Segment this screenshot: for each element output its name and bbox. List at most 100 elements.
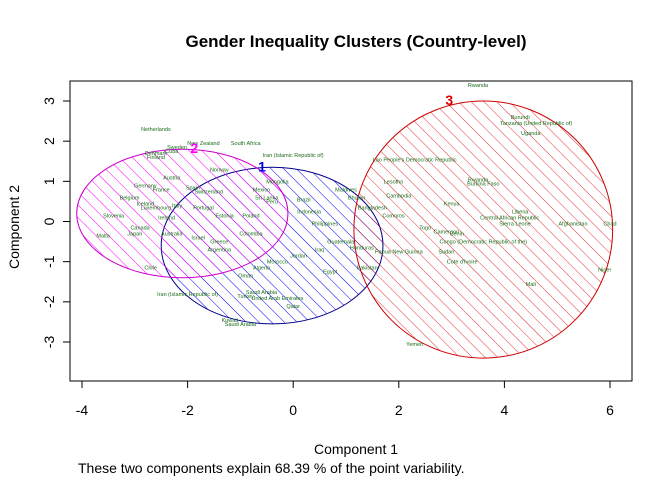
country-label: Luxembourg bbox=[141, 205, 172, 211]
variability-footnote: These two components explain 68.39 % of … bbox=[78, 460, 465, 476]
country-label: Iceland bbox=[136, 201, 154, 207]
country-label: Kuwait bbox=[222, 318, 239, 324]
x-tick-label: 4 bbox=[501, 402, 509, 418]
country-label: Central African Republic bbox=[480, 215, 539, 221]
country-label: Philippines bbox=[312, 222, 339, 228]
country-label: Poland bbox=[242, 213, 259, 219]
country-label: Italy bbox=[172, 203, 182, 209]
country-label: Lesotho bbox=[384, 179, 404, 185]
country-label: Germany bbox=[134, 183, 157, 189]
country-label: Saudi Arabia bbox=[246, 290, 278, 296]
country-label: Chad bbox=[603, 222, 616, 228]
country-label: South Africa bbox=[231, 141, 262, 147]
country-label: Afghanistan bbox=[559, 222, 588, 228]
country-label: Cote d'Ivoire bbox=[447, 260, 478, 266]
country-label: New Zealand bbox=[187, 141, 219, 147]
country-label: Cameroon bbox=[433, 230, 459, 236]
country-label: Estonia bbox=[215, 213, 234, 219]
country-label: Peru bbox=[266, 199, 278, 205]
country-label: Brazil bbox=[297, 197, 311, 203]
x-tick-label: -4 bbox=[76, 402, 89, 418]
cluster-2-ellipse bbox=[76, 148, 289, 279]
country-label: Ireland bbox=[158, 215, 175, 221]
country-label: Honduras bbox=[350, 246, 374, 252]
country-label: Chile bbox=[144, 266, 157, 272]
country-label: Cuba bbox=[165, 149, 179, 155]
country-label: Congo (Democratic Republic of the) bbox=[440, 240, 528, 246]
country-label: Kenya bbox=[444, 201, 461, 207]
country-label: France bbox=[153, 187, 170, 193]
country-label: Canada bbox=[130, 226, 150, 232]
country-label: Japan bbox=[127, 232, 142, 238]
country-label: Austria bbox=[163, 175, 181, 181]
country-label: Turkey bbox=[237, 294, 254, 300]
country-label: Burundi bbox=[511, 115, 530, 121]
country-label: Tanzania (United Republic of) bbox=[500, 121, 572, 127]
country-label: Mali bbox=[526, 282, 536, 288]
country-label: United Arab Emirates bbox=[251, 296, 303, 302]
x-tick-label: 2 bbox=[395, 402, 403, 418]
country-label: Bhutan bbox=[348, 195, 365, 201]
country-label: Pakistan bbox=[357, 266, 378, 272]
country-label: Netherlands bbox=[141, 127, 171, 133]
country-label: Mexico bbox=[253, 187, 270, 193]
x-tick-label: 0 bbox=[289, 402, 297, 418]
country-label: Niger bbox=[598, 268, 611, 274]
y-tick-label: 2 bbox=[41, 137, 57, 145]
country-label: Spain bbox=[186, 185, 200, 191]
country-label: Argentina bbox=[208, 248, 232, 254]
cluster-1-label: 1 bbox=[258, 158, 266, 174]
country-label: Iran (Islamic Republic of) bbox=[157, 292, 218, 298]
country-label: Norway bbox=[210, 167, 229, 173]
country-label: Rwanda bbox=[468, 177, 489, 183]
cluster-3-label: 3 bbox=[445, 92, 453, 108]
country-label: Sweden bbox=[167, 145, 187, 151]
country-label: Uganda bbox=[521, 131, 541, 137]
country-label: Lao People's Democratic Republic bbox=[373, 157, 457, 163]
cluster-2-label: 2 bbox=[190, 140, 198, 156]
country-label: Jordan bbox=[290, 254, 307, 260]
country-label: Greece bbox=[210, 240, 228, 246]
y-tick-label: -3 bbox=[41, 336, 57, 349]
x-axis: -4 -2 0 2 4 6 bbox=[76, 380, 614, 418]
country-label: Belgium bbox=[120, 195, 140, 201]
country-label: Australia bbox=[161, 232, 183, 238]
x-axis-label: Component 1 bbox=[314, 441, 398, 457]
y-axis-label: Component 2 bbox=[6, 185, 22, 269]
country-label: Oman bbox=[238, 274, 253, 280]
country-label: Sri Lanka bbox=[255, 195, 279, 201]
y-tick-label: -2 bbox=[41, 295, 57, 308]
country-label: Finland bbox=[147, 155, 165, 161]
country-label: Algeria bbox=[253, 266, 271, 272]
y-axis: -3 -2 -1 0 1 2 3 bbox=[41, 97, 71, 349]
country-label: Cambodia bbox=[386, 193, 412, 199]
country-label: Benin bbox=[450, 232, 464, 238]
y-tick-label: 3 bbox=[41, 97, 57, 105]
country-label: Sudan bbox=[438, 250, 454, 256]
country-label: Sierra Leone bbox=[499, 222, 531, 228]
country-label: Papua New Guinea bbox=[375, 250, 424, 256]
country-label: Bangladesh bbox=[358, 205, 387, 211]
cluster-3-ellipse bbox=[353, 100, 614, 359]
country-label: Iran (Islamic Republic of) bbox=[263, 153, 324, 159]
country-label: Guatemala bbox=[327, 240, 355, 246]
country-label: Yemen bbox=[406, 342, 423, 348]
country-label: Liberia bbox=[512, 209, 529, 215]
x-tick-label: -2 bbox=[181, 402, 194, 418]
country-label: Egypt bbox=[323, 270, 338, 276]
country-label: Slovenia bbox=[103, 213, 125, 219]
country-label: Togo bbox=[419, 226, 431, 232]
country-label: Saudi Arabia bbox=[225, 322, 257, 328]
country-label: Morocco bbox=[267, 260, 288, 266]
country-label: Qatar bbox=[286, 304, 300, 310]
country-label: Indonesia bbox=[297, 209, 322, 215]
country-label: Israel bbox=[191, 236, 204, 242]
y-tick-label: 0 bbox=[41, 217, 57, 225]
country-label: Rwanda bbox=[468, 83, 489, 89]
y-tick-label: 1 bbox=[41, 177, 57, 185]
country-label: Comoros bbox=[382, 213, 405, 219]
x-tick-label: 6 bbox=[606, 402, 614, 418]
country-label: Portugal bbox=[193, 205, 214, 211]
country-label: Burkina Faso bbox=[467, 181, 499, 187]
